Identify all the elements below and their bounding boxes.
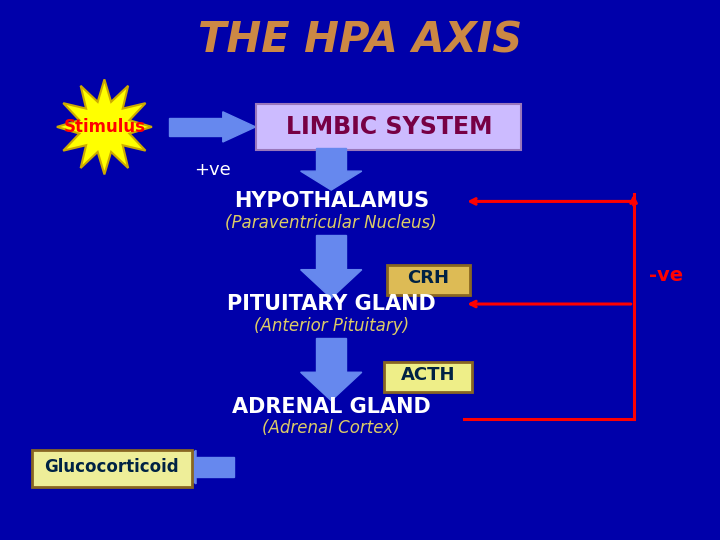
Text: Stimulus: Stimulus	[63, 118, 145, 136]
Bar	[169, 118, 222, 136]
Polygon shape	[301, 171, 362, 190]
Text: ADRENAL GLAND: ADRENAL GLAND	[232, 396, 431, 417]
FancyBboxPatch shape	[387, 265, 470, 295]
Polygon shape	[301, 372, 362, 401]
Text: (Anterior Pituitary): (Anterior Pituitary)	[253, 316, 409, 335]
Polygon shape	[57, 79, 152, 174]
Text: -ve: -ve	[649, 266, 683, 285]
FancyBboxPatch shape	[256, 104, 521, 150]
Text: (Paraventricular Nucleus): (Paraventricular Nucleus)	[225, 214, 437, 232]
Text: ACTH: ACTH	[401, 366, 456, 384]
Text: (Adrenal Cortex): (Adrenal Cortex)	[262, 419, 400, 437]
Polygon shape	[222, 112, 256, 142]
Text: THE HPA AXIS: THE HPA AXIS	[198, 19, 522, 62]
Bar	[316, 338, 346, 372]
Bar	[196, 457, 234, 477]
FancyBboxPatch shape	[32, 450, 192, 487]
Polygon shape	[173, 450, 196, 484]
Bar	[316, 148, 346, 171]
Text: +ve: +ve	[194, 161, 231, 179]
FancyBboxPatch shape	[384, 362, 472, 392]
Text: HYPOTHALAMUS: HYPOTHALAMUS	[233, 191, 429, 212]
Text: CRH: CRH	[408, 269, 449, 287]
Text: PITUITARY GLAND: PITUITARY GLAND	[227, 294, 436, 314]
Bar	[316, 235, 346, 269]
Polygon shape	[301, 269, 362, 298]
Text: Glucocorticoid: Glucocorticoid	[45, 458, 179, 476]
Text: LIMBIC SYSTEM: LIMBIC SYSTEM	[286, 115, 492, 139]
